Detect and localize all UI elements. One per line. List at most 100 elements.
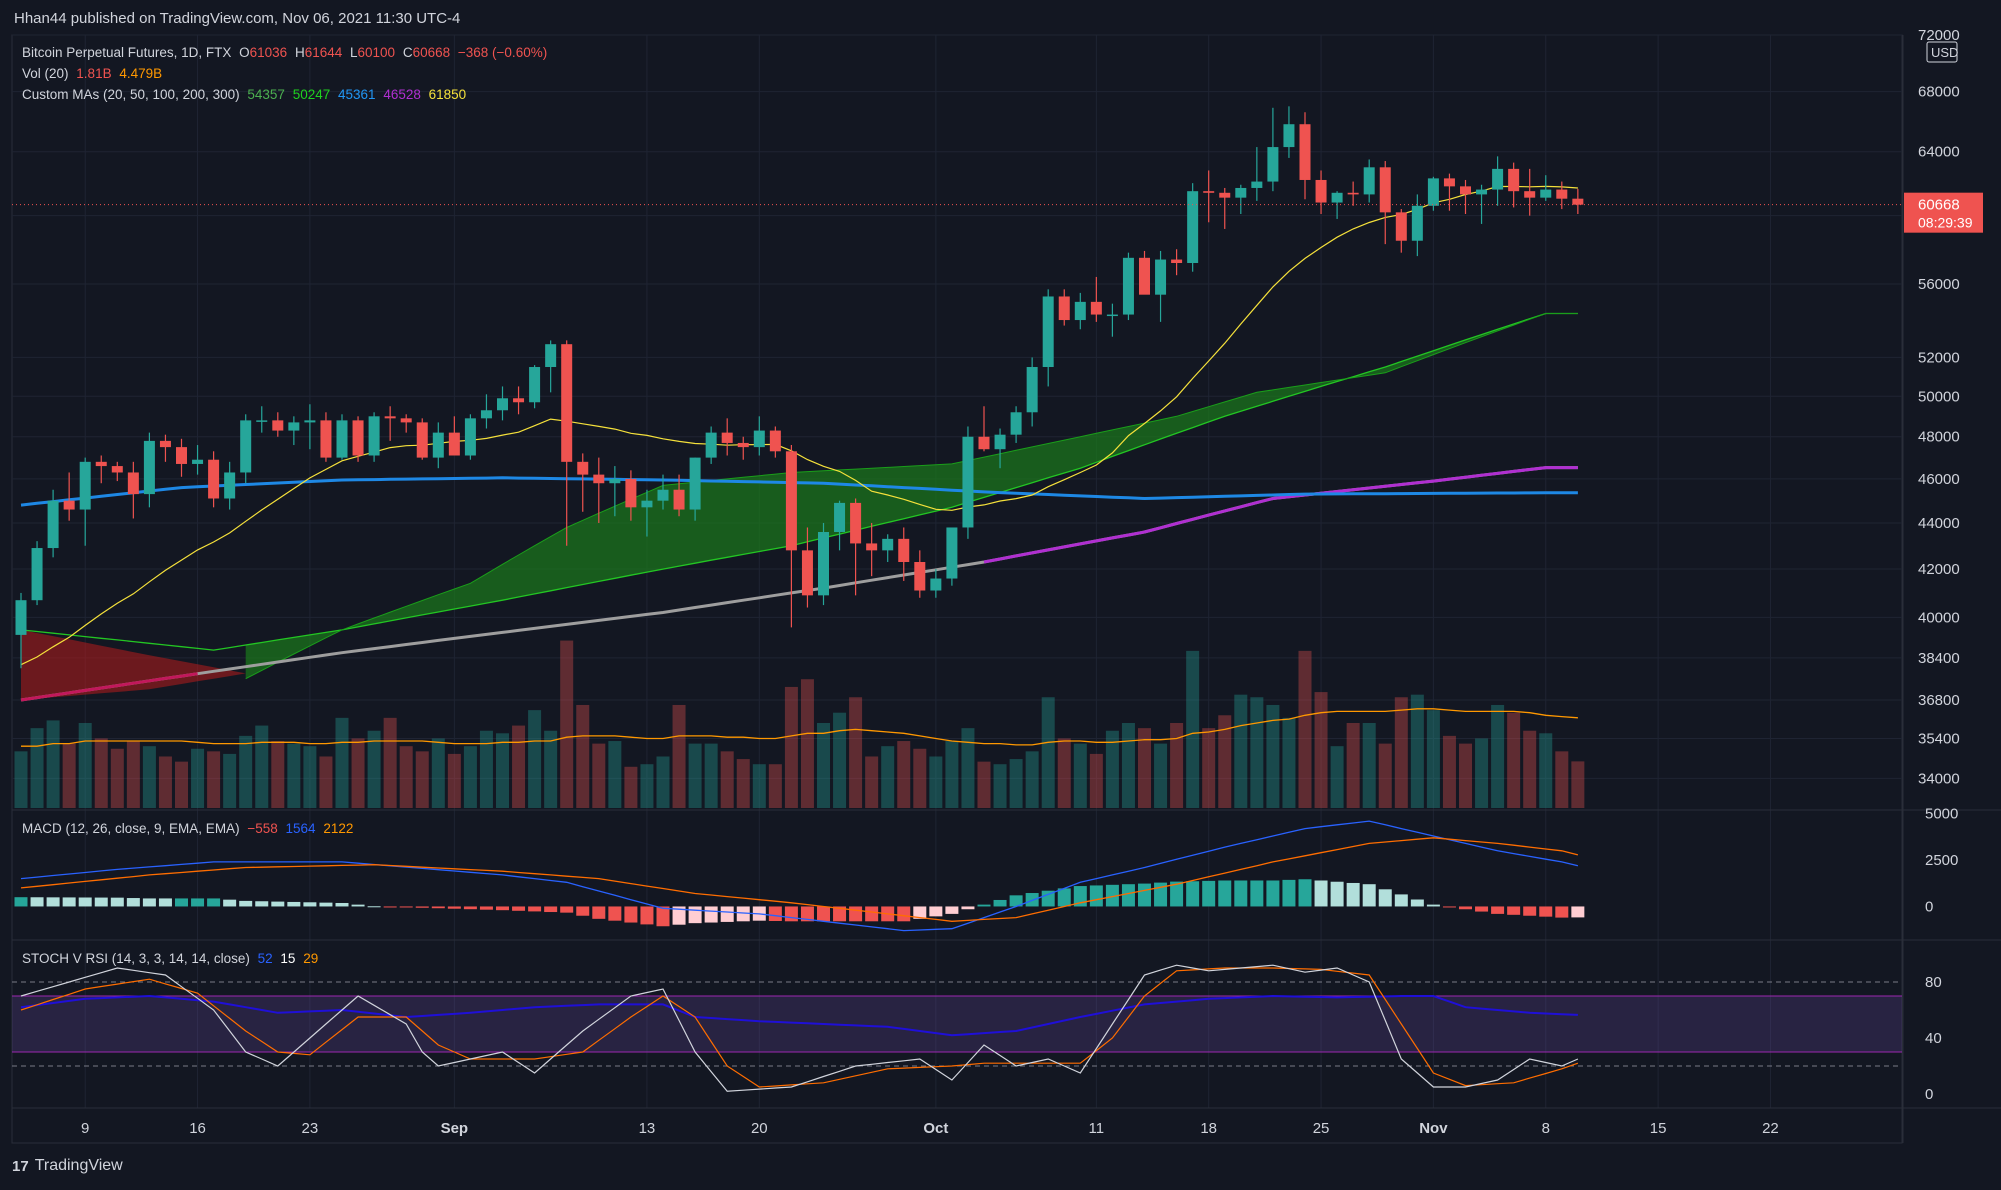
candle-body: [31, 548, 43, 601]
volume-bar: [1426, 710, 1440, 808]
macd-line: [20, 820, 1579, 932]
volume-bar: [1282, 717, 1296, 808]
macd-histogram-bar: [592, 906, 606, 919]
volume-bar: [303, 746, 317, 808]
change-value: −368 (−0.60%): [457, 45, 548, 60]
volume-bar: [191, 748, 205, 808]
candle-body: [898, 538, 910, 562]
candle-body: [256, 420, 268, 422]
macd-histogram-bar: [1202, 880, 1216, 907]
macd-histogram-bar: [1539, 906, 1553, 917]
volume-bar: [784, 686, 798, 808]
candle-body: [464, 418, 476, 456]
volume-bar: [1009, 759, 1023, 808]
macd-tick-label: 0: [1925, 898, 1933, 915]
volume-bar: [447, 753, 461, 808]
macd-histogram-bar: [1378, 889, 1392, 907]
ma200-purple-line: [983, 466, 1578, 564]
volume-bar: [62, 743, 76, 808]
volume-bar: [1507, 712, 1521, 808]
volume-bar: [479, 730, 493, 808]
time-tick-label: 20: [751, 1120, 768, 1137]
price-tick-label: 50000: [1918, 388, 1960, 405]
volume-bar: [1073, 743, 1087, 808]
candle-body: [1090, 301, 1102, 315]
volume-bar: [704, 743, 718, 808]
macd-histogram-bar: [768, 906, 782, 921]
volume-bar: [1475, 738, 1489, 808]
macd-histogram-bar: [993, 899, 1007, 907]
candle-body: [1331, 192, 1343, 203]
ma-label: Custom MAs (20, 50, 100, 200, 300): [22, 87, 240, 102]
candle-body: [497, 398, 508, 411]
macd-histogram-bar: [913, 906, 927, 919]
macd-legend: MACD (12, 26, close, 9, EMA, EMA) −558 1…: [22, 821, 357, 836]
volume-bar: [993, 764, 1007, 808]
macd-histogram-bar: [1346, 882, 1360, 907]
volume-bar: [1523, 730, 1537, 808]
plot-frame: [11, 34, 1903, 1144]
candle-body: [609, 478, 621, 484]
macd-histogram-bar: [447, 906, 461, 909]
macd-signal-value: 2122: [323, 821, 354, 836]
macd-histogram-bar: [704, 906, 718, 923]
volume-bar: [1186, 650, 1200, 808]
macd-hist-value: −558: [247, 821, 278, 836]
candle-body: [79, 461, 91, 510]
candle-body: [1540, 189, 1552, 198]
ma50-value: 50247: [292, 87, 331, 102]
candle-body: [914, 561, 926, 591]
volume-bar: [383, 717, 397, 808]
volume-bar: [1089, 753, 1103, 808]
high-value: 61644: [304, 45, 343, 60]
time-tick-label: 22: [1762, 1120, 1779, 1137]
candle-body: [561, 344, 573, 462]
volume-bar: [688, 743, 702, 808]
macd-histogram-bar: [335, 902, 349, 907]
price-tick-label: 36800: [1918, 692, 1960, 709]
price-tick-label: 46000: [1918, 471, 1960, 488]
volume-bar: [1025, 751, 1039, 808]
candle-body: [1411, 205, 1423, 241]
candle-body: [143, 440, 155, 495]
volume-bar: [1121, 723, 1135, 808]
volume-bar: [351, 738, 365, 808]
volume-bar: [560, 640, 574, 808]
macd-histogram-bar: [1410, 899, 1424, 907]
candle-body: [866, 543, 878, 551]
candle-body: [1443, 178, 1455, 187]
candle-body: [1572, 198, 1584, 205]
ma300-value: 61850: [428, 87, 467, 102]
macd-histogram-bar: [1041, 890, 1055, 907]
macd-histogram-bar: [1475, 906, 1489, 912]
candle-body: [1363, 167, 1375, 195]
macd-histogram-bar: [319, 902, 333, 907]
ma-ribbon-bearish: [21, 629, 246, 700]
volume-bar: [752, 764, 766, 808]
macd-histogram-bar: [1234, 880, 1248, 907]
macd-histogram-bar: [1394, 894, 1408, 907]
candle-body: [625, 478, 637, 508]
volume-bar: [528, 710, 542, 808]
candle-body: [1010, 412, 1022, 435]
candle-body: [1122, 257, 1134, 315]
candle-body: [1187, 191, 1199, 264]
macd-histogram-bar: [736, 906, 750, 922]
macd-histogram-bar: [849, 906, 863, 922]
candle-body: [513, 398, 525, 403]
volume-bar: [1314, 692, 1328, 808]
candle-body: [753, 430, 765, 448]
volume-bar: [239, 735, 253, 808]
macd-histogram-bar: [479, 906, 493, 910]
macd-histogram-bar: [929, 906, 943, 917]
price-tick-label: 56000: [1918, 276, 1960, 293]
volume-bar: [463, 746, 477, 808]
volume-bar: [640, 764, 654, 808]
macd-histogram-bar: [800, 906, 814, 922]
macd-histogram-bar: [1186, 881, 1200, 907]
volume-bar: [431, 738, 445, 808]
last-price-badge: [1904, 192, 1983, 233]
macd-histogram-bar: [1121, 884, 1135, 907]
candle-body: [1395, 212, 1407, 241]
symbol-title: Bitcoin Perpetual Futures, 1D, FTX: [22, 45, 232, 60]
